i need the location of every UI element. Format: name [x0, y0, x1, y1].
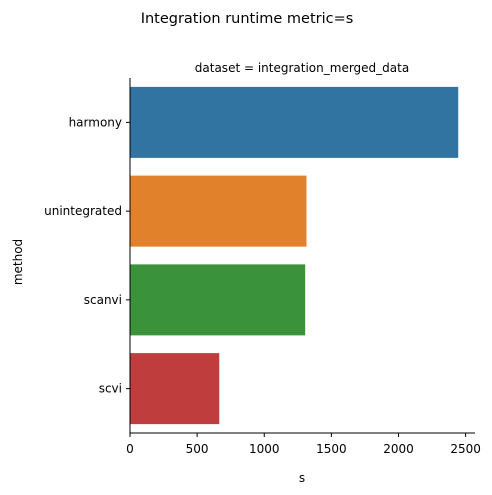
x-tick-label: 1000	[249, 442, 280, 456]
x-tick-label: 1500	[316, 442, 347, 456]
x-axis-label: s	[299, 471, 305, 485]
y-tick-label: scanvi	[84, 293, 122, 307]
y-ticks-group: harmony unintegrated scanvi scvi	[44, 115, 130, 396]
x-tick-label: 2500	[450, 442, 481, 456]
y-tick-label: scvi	[99, 382, 122, 396]
bars-group	[130, 86, 459, 425]
x-ticks-group: 0 500 1000 1500 2000 2500	[126, 433, 481, 456]
x-tick-label: 0	[126, 442, 134, 456]
y-tick-label: harmony	[69, 115, 122, 129]
facet-title: dataset = integration_merged_data	[195, 61, 409, 75]
bar-scanvi	[130, 264, 306, 336]
x-tick-label: 2000	[383, 442, 414, 456]
chart-title: Integration runtime metric=s	[141, 11, 354, 27]
bar-unintegrated	[130, 175, 307, 247]
bar-harmony	[130, 86, 459, 158]
y-tick-label: unintegrated	[44, 204, 122, 218]
x-tick-label: 500	[186, 442, 209, 456]
bar-scvi	[130, 353, 220, 425]
y-axis-label: method	[11, 239, 25, 285]
